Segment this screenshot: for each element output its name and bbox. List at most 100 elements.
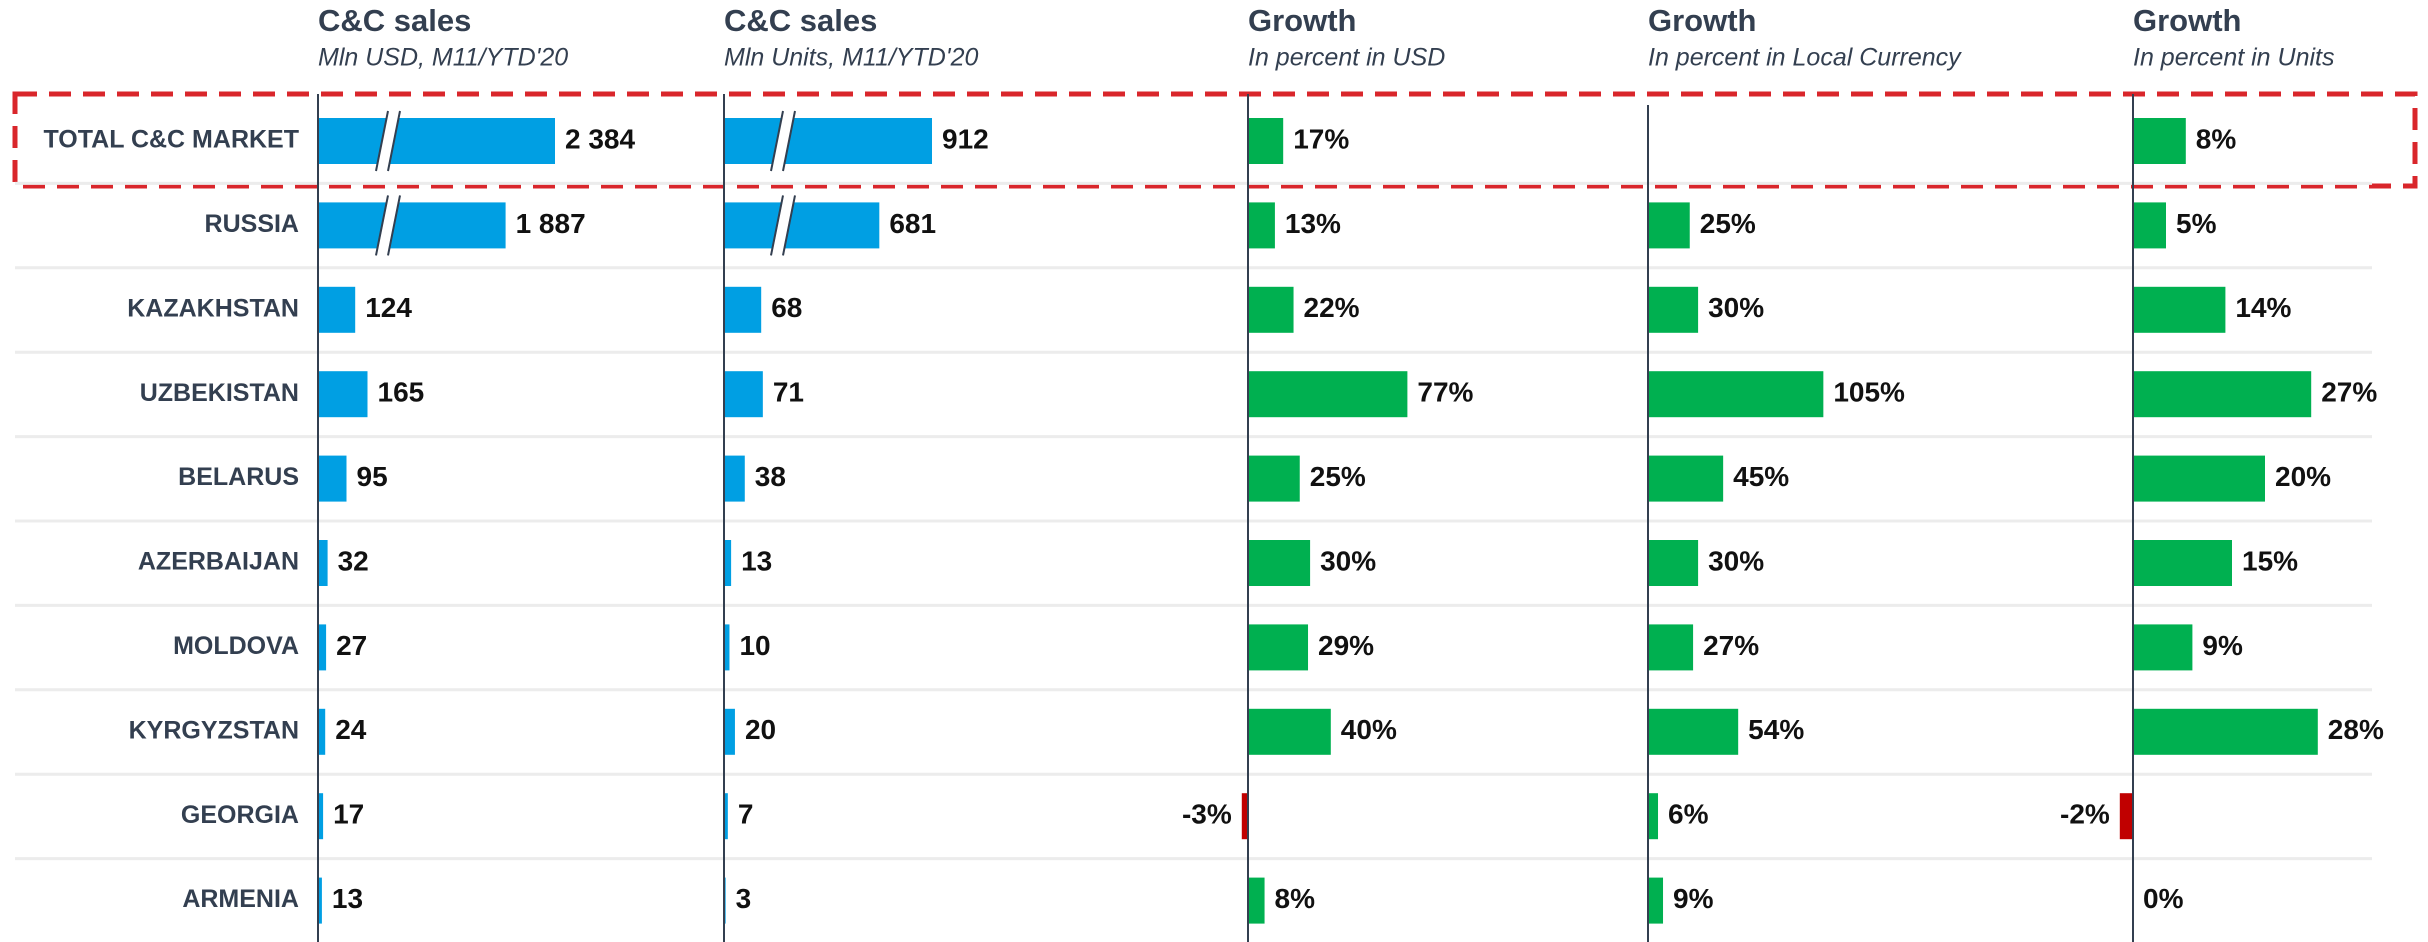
value-label: 9%	[2202, 630, 2243, 661]
value-label: 32	[338, 545, 369, 576]
panel-subtitle: In percent in Local Currency	[1648, 44, 1962, 72]
value-label: 27%	[2321, 377, 2377, 408]
value-label: 29%	[1318, 630, 1374, 661]
value-label: 20	[745, 714, 776, 745]
value-label: 13	[332, 883, 363, 914]
panel-subtitle: In percent in Units	[2133, 44, 2335, 72]
bar	[1648, 371, 1824, 418]
axis-break-line	[375, 195, 389, 256]
axis-break	[376, 111, 400, 171]
bar	[724, 371, 763, 418]
value-label: 14%	[2235, 292, 2291, 323]
bar	[1241, 793, 1248, 840]
bar	[724, 540, 732, 586]
bar	[1248, 877, 1265, 924]
bar	[2133, 118, 2186, 164]
bar	[1248, 371, 1408, 418]
bar	[1648, 708, 1739, 755]
bar	[724, 286, 762, 333]
value-label: 124	[365, 292, 412, 323]
value-label: 8%	[2196, 123, 2237, 154]
bar	[2133, 540, 2232, 586]
value-label: 681	[889, 208, 936, 239]
bar	[724, 624, 730, 671]
highlight-box	[12, 91, 2418, 189]
bar	[318, 540, 328, 586]
bar	[724, 708, 735, 755]
value-label: 165	[378, 377, 425, 408]
axis-break-line	[782, 195, 796, 256]
value-label: 3	[736, 883, 752, 914]
panel-title: Growth	[2133, 3, 2242, 38]
value-label: 30%	[1708, 292, 1764, 323]
value-label: 30%	[1708, 545, 1764, 576]
value-label: 45%	[1733, 461, 1789, 492]
row-label: KYRGYZSTAN	[129, 716, 299, 744]
value-label: 8%	[1275, 883, 1316, 914]
value-label: 9%	[1673, 883, 1714, 914]
value-label: -2%	[2060, 799, 2110, 830]
value-label: 68	[771, 292, 802, 323]
value-label: 2 384	[565, 123, 635, 154]
row-label: KAZAKHSTAN	[127, 294, 299, 322]
bar	[318, 793, 324, 840]
axis-break-line	[387, 110, 401, 172]
value-label: 105%	[1833, 377, 1905, 408]
bar	[1648, 202, 1690, 249]
value-label: 0%	[2143, 883, 2184, 914]
row-label: BELARUS	[178, 463, 299, 491]
value-label: 22%	[1304, 292, 1360, 323]
bar	[1648, 624, 1694, 671]
bar	[2119, 793, 2133, 840]
bar	[1248, 202, 1275, 249]
axis-break	[376, 195, 400, 256]
value-label: 25%	[1700, 208, 1756, 239]
value-label: 10	[739, 630, 770, 661]
value-label: 30%	[1320, 545, 1376, 576]
value-label: 27%	[1703, 630, 1759, 661]
axis-break-line	[387, 195, 401, 256]
bar	[724, 118, 932, 164]
bar	[2133, 286, 2226, 333]
bar	[318, 708, 326, 755]
panel-subtitle: Mln USD, M11/YTD'20	[318, 44, 568, 72]
row-label: TOTAL C&C MARKET	[43, 126, 299, 154]
panel-title: C&C sales	[318, 3, 471, 38]
row-label: UZBEKISTAN	[140, 379, 299, 407]
bar	[318, 455, 347, 502]
row-label: GEORGIA	[181, 801, 299, 829]
value-label: 54%	[1748, 714, 1804, 745]
value-label: 71	[773, 377, 804, 408]
bar	[2133, 371, 2312, 418]
bar	[2133, 624, 2193, 671]
value-label: 13%	[1285, 208, 1341, 239]
axis-break	[771, 195, 795, 256]
bar	[1648, 877, 1664, 924]
panel-subtitle: Mln Units, M11/YTD'20	[724, 44, 978, 72]
value-label: 13	[741, 545, 772, 576]
panel-subtitle: In percent in USD	[1248, 44, 1445, 72]
value-label: 6%	[1668, 799, 1709, 830]
value-label: 912	[942, 123, 989, 154]
bar	[1648, 455, 1724, 502]
value-label: 38	[755, 461, 786, 492]
value-label: 24	[335, 714, 367, 745]
bar	[724, 455, 745, 502]
value-label: -3%	[1182, 799, 1232, 830]
axis-break	[771, 111, 795, 171]
bar	[1648, 540, 1699, 586]
bar	[724, 202, 880, 249]
value-label: 40%	[1341, 714, 1397, 745]
bar	[2133, 455, 2265, 502]
bar	[724, 793, 728, 840]
bar	[2133, 708, 2318, 755]
row-label: ARMENIA	[182, 885, 299, 913]
axis-break-line	[770, 110, 784, 172]
bar	[1648, 286, 1699, 333]
value-label: 27	[336, 630, 367, 661]
value-label: 77%	[1417, 377, 1473, 408]
value-label: 25%	[1310, 461, 1366, 492]
panel-title: C&C sales	[724, 3, 877, 38]
bar	[1248, 455, 1300, 502]
